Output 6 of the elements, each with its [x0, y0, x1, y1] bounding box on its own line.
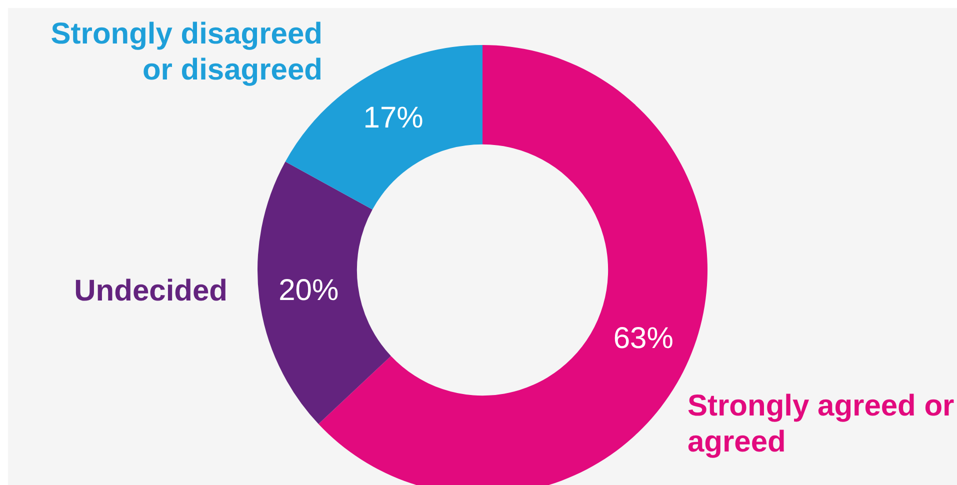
data-label: 20% [278, 274, 339, 308]
slice-label: Undecided [74, 274, 228, 308]
slice-label: Strongly agreed or agreed [688, 389, 955, 458]
slice-label: Strongly disagreed or disagreed [50, 17, 322, 86]
data-label: 17% [363, 101, 424, 134]
data-label: 63% [613, 322, 674, 355]
